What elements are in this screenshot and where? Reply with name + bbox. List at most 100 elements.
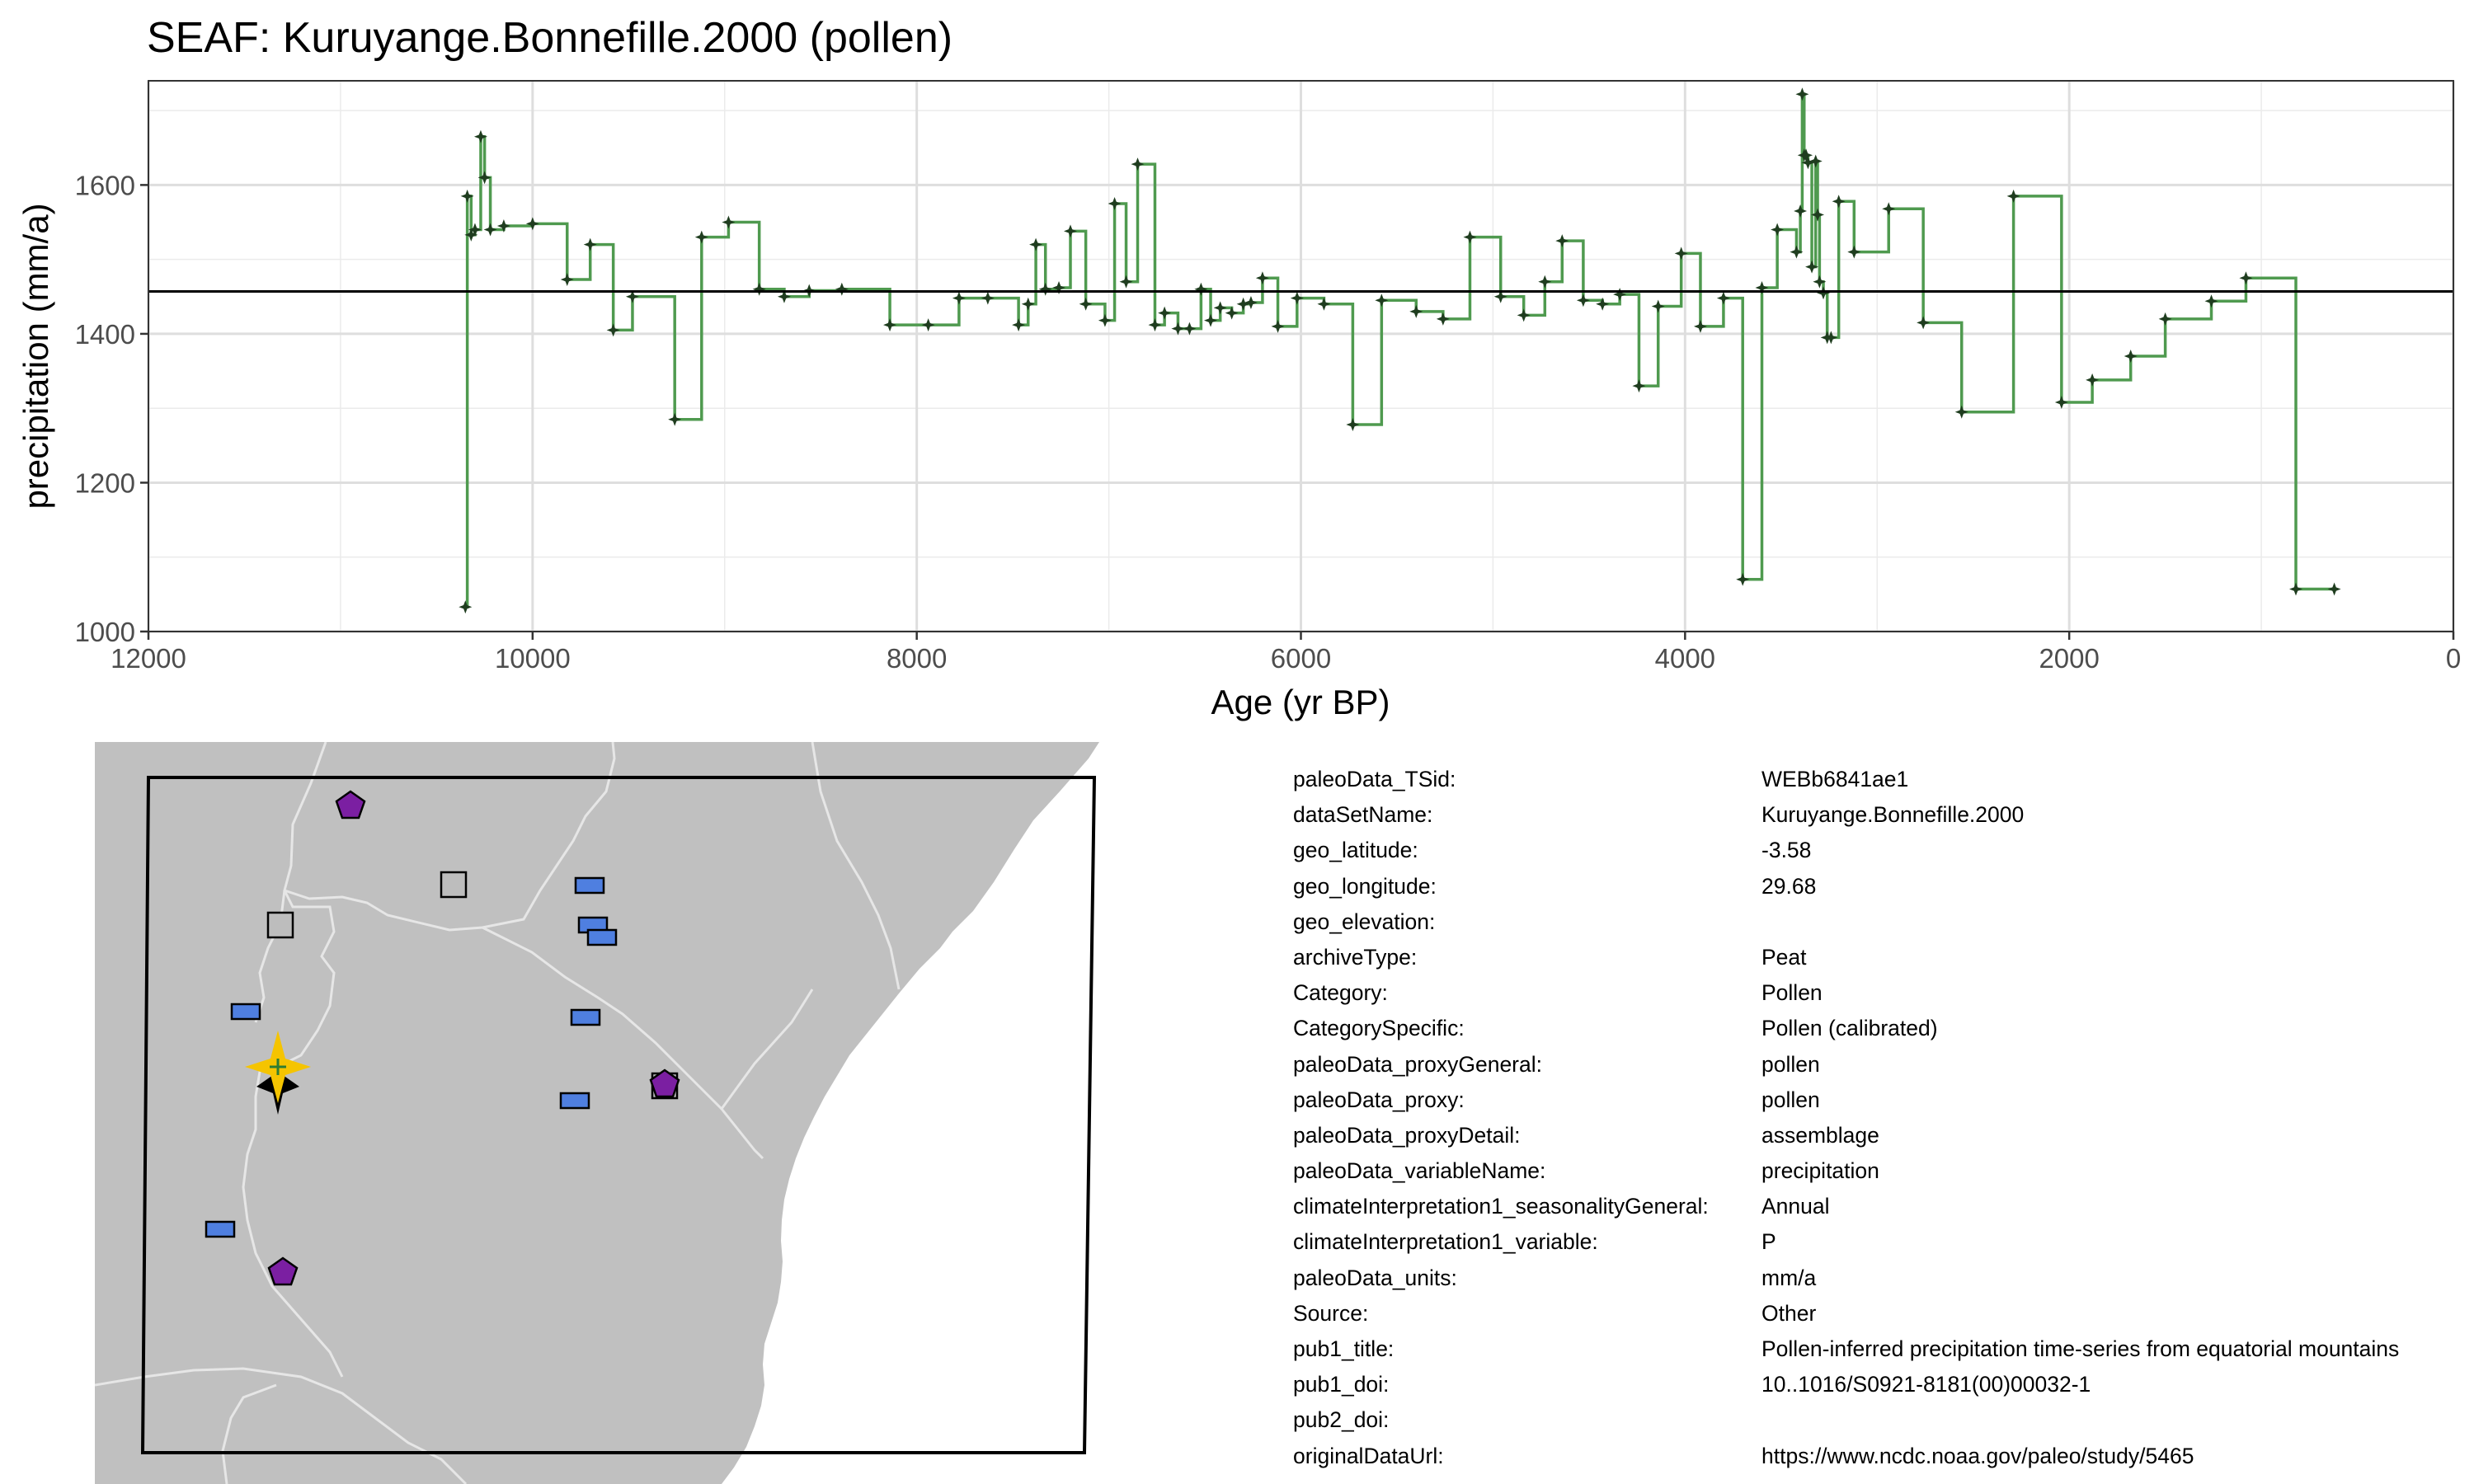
- data-point: [1736, 572, 1750, 586]
- metadata-key: geo_longitude:: [1293, 873, 1437, 899]
- metadata-key: paleoData_proxy:: [1293, 1087, 1465, 1112]
- metadata-value: WEBb6841ae1: [1761, 767, 1909, 791]
- data-point: [921, 318, 935, 332]
- data-point: [1064, 224, 1077, 238]
- data-point: [583, 237, 597, 251]
- metadata-row: Source: Other: [1293, 1296, 2474, 1331]
- metadata-row: Category: Pollen: [1293, 975, 2474, 1011]
- data-point: [1236, 297, 1250, 311]
- metadata-value: -3.58: [1761, 838, 1812, 863]
- site-marker-blue-rectangle: [559, 1092, 590, 1110]
- data-point: [1808, 154, 1823, 168]
- metadata-row: paleoData_variableName: precipitation: [1293, 1153, 2474, 1189]
- site-marker-purple-pentagon: [335, 790, 366, 819]
- data-point: [1613, 288, 1627, 302]
- site-marker-green-cross: [270, 1059, 286, 1075]
- data-point: [1813, 275, 1827, 289]
- data-point: [1183, 322, 1197, 336]
- data-point: [1098, 313, 1112, 327]
- points-group: [459, 87, 2341, 614]
- data-point: [981, 291, 995, 305]
- grid-major: [147, 81, 2455, 633]
- data-point: [1493, 289, 1507, 303]
- metadata-value: Peat: [1761, 944, 1807, 970]
- data-point: [722, 215, 736, 229]
- metadata-key: paleoData_proxyGeneral:: [1293, 1051, 1542, 1077]
- data-point: [1799, 148, 1813, 162]
- metadata-key: archiveType:: [1293, 944, 1418, 970]
- data-point: [2124, 350, 2138, 363]
- data-point: [1194, 282, 1208, 296]
- metadata-row: geo_latitude: -3.58: [1293, 833, 2474, 868]
- data-point: [1204, 313, 1218, 327]
- y-tick-label: 1200: [75, 467, 135, 498]
- data-point: [496, 219, 510, 233]
- data-point: [1790, 245, 1804, 259]
- data-point: [2289, 582, 2303, 596]
- data-point: [2158, 312, 2172, 326]
- y-tick-label: 1600: [75, 170, 135, 200]
- data-point: [1716, 291, 1730, 305]
- data-point: [560, 273, 574, 287]
- data-point: [1805, 260, 1819, 274]
- data-point: [1463, 230, 1477, 244]
- data-point: [1244, 296, 1258, 310]
- data-point: [1012, 318, 1026, 332]
- metadata-row: climateInterpretation1_seasonalityGenera…: [1293, 1189, 2474, 1224]
- data-point: [1794, 204, 1808, 218]
- data-point: [1538, 275, 1552, 289]
- data-point: [477, 171, 492, 185]
- data-point: [1255, 271, 1269, 285]
- data-point: [1632, 379, 1646, 393]
- metadata-row: paleoData_TSid: WEBb6841ae1: [1293, 762, 2474, 797]
- map-site-markers: [205, 790, 680, 1286]
- metadata-row: archiveType: Peat: [1293, 940, 2474, 975]
- metadata-value: Pollen (calibrated): [1761, 1016, 1938, 1041]
- metadata-row: paleoData_proxy: pollen: [1293, 1082, 2474, 1118]
- metadata-row: dataSetName: Kuruyange.Bonnefille.2000: [1293, 797, 2474, 833]
- metadata-key: pub2_doi:: [1293, 1407, 1390, 1433]
- metadata-key: pub1_doi:: [1293, 1372, 1390, 1397]
- metadata-key: CategorySpecific:: [1293, 1016, 1465, 1041]
- data-point: [625, 289, 639, 303]
- data-point: [606, 323, 620, 337]
- site-marker-blue-rectangle: [574, 876, 605, 895]
- data-point: [1811, 208, 1825, 222]
- metadata-key: geo_elevation:: [1293, 909, 1436, 934]
- data-point: [1755, 280, 1769, 294]
- data-point: [2327, 582, 2341, 596]
- metadata-key: paleoData_proxyDetail:: [1293, 1122, 1521, 1148]
- data-point: [1576, 294, 1590, 308]
- site-marker-blue-rectangle: [586, 928, 618, 946]
- metadata-row: originalDataUrl: https://www.ncdc.noaa.go…: [1293, 1439, 2474, 1474]
- y-tick-label: 1000: [75, 617, 135, 647]
- data-point: [752, 282, 766, 296]
- metadata-key: climateInterpretation1_seasonalityGenera…: [1293, 1194, 1709, 1219]
- metadata-value: pollen: [1761, 1051, 1820, 1077]
- data-point: [1771, 223, 1785, 237]
- plot-panel-border: [148, 80, 2454, 632]
- data-point: [459, 600, 473, 614]
- data-point: [1824, 331, 1838, 345]
- data-point: [525, 217, 539, 231]
- data-point: [1817, 286, 1831, 300]
- site-marker-gray-square: [266, 911, 294, 939]
- metadata-key: paleoData_variableName:: [1293, 1158, 1546, 1184]
- chart-title: SEAF: Kuruyange.Bonnefille.2000 (pollen): [147, 14, 953, 62]
- data-point: [1596, 297, 1610, 311]
- data-point: [1674, 247, 1688, 261]
- x-tick-label: 12000: [111, 643, 186, 674]
- metadata-value: Annual: [1761, 1194, 1830, 1219]
- data-point: [1346, 418, 1360, 432]
- metadata-value: assemblage: [1761, 1122, 1879, 1148]
- data-point: [1832, 195, 1846, 209]
- data-point: [473, 129, 487, 143]
- data-point: [464, 228, 478, 242]
- metadata-table: paleoData_TSid: WEBb6841ae1 dataSetName: Ku…: [1293, 762, 2474, 1474]
- data-point: [483, 223, 497, 237]
- series-group: [465, 92, 2335, 608]
- metadata-key: geo_latitude:: [1293, 838, 1418, 863]
- metadata-key: Category:: [1293, 980, 1388, 1006]
- data-point: [1847, 245, 1861, 259]
- data-point: [1158, 306, 1172, 320]
